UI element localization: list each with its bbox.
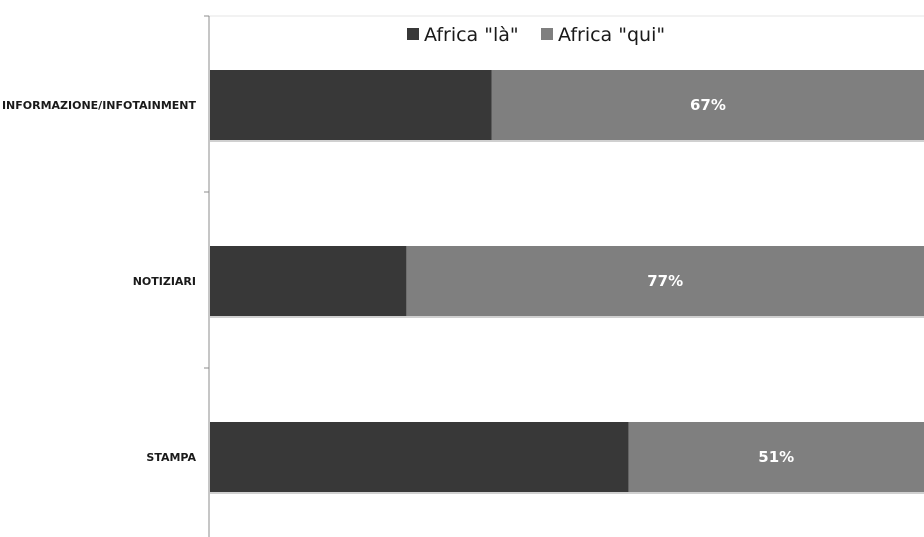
legend: Africa "là" Africa "qui" bbox=[407, 24, 665, 46]
legend-label-africa-la: Africa "là" bbox=[424, 24, 519, 46]
bars-group: 67% 77% 51% bbox=[210, 70, 924, 494]
legend-swatch-africa-qui bbox=[541, 28, 553, 40]
data-label: 51% bbox=[758, 448, 794, 466]
bar-segment-africa-la bbox=[210, 422, 629, 492]
legend-swatch-africa-la bbox=[407, 28, 419, 40]
data-label: 67% bbox=[690, 96, 726, 114]
category-label: STAMPA bbox=[146, 451, 196, 464]
category-label: NOTIZIARI bbox=[133, 275, 196, 288]
bar-segment-africa-qui bbox=[491, 70, 924, 140]
legend-label-africa-qui: Africa "qui" bbox=[558, 24, 665, 46]
category-labels: INFORMAZIONE/INFOTAINMENT NOTIZIARI STAMPA bbox=[2, 99, 197, 464]
data-label: 77% bbox=[647, 272, 683, 290]
bar-segment-africa-la bbox=[210, 246, 407, 316]
category-label: INFORMAZIONE/INFOTAINMENT bbox=[2, 99, 197, 112]
bar-segment-africa-la bbox=[210, 70, 492, 140]
bar-segment-africa-qui bbox=[406, 246, 924, 316]
bar-segment-africa-qui bbox=[628, 422, 924, 492]
